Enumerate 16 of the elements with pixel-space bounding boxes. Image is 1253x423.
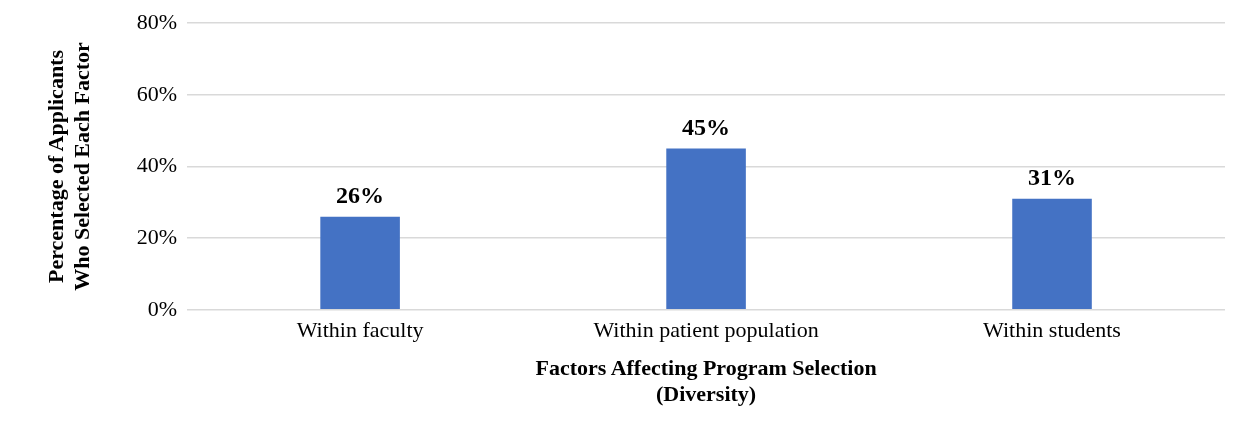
y-tick-label: 20% bbox=[136, 223, 178, 249]
data-label: 45% bbox=[682, 113, 731, 140]
y-axis-title: Percentage of Applicants Who Selected Each Factor bbox=[42, 41, 95, 291]
x-tick-label: Within students bbox=[983, 316, 1121, 342]
x-tick-label: Within patient population bbox=[593, 316, 819, 342]
bar bbox=[320, 216, 400, 310]
y-tick-label: 80% bbox=[136, 8, 178, 34]
data-label: 31% bbox=[1028, 163, 1077, 190]
y-tick-label: 60% bbox=[136, 80, 178, 106]
y-tick-label: 40% bbox=[136, 152, 178, 178]
bar bbox=[666, 148, 746, 310]
x-tick-label: Within faculty bbox=[296, 316, 424, 342]
x-axis-title: Factors Affecting Program Selection (Diversity) bbox=[535, 355, 877, 407]
bar bbox=[1012, 198, 1092, 310]
y-tick-label: 0% bbox=[147, 295, 178, 321]
data-label: 26% bbox=[336, 181, 385, 208]
